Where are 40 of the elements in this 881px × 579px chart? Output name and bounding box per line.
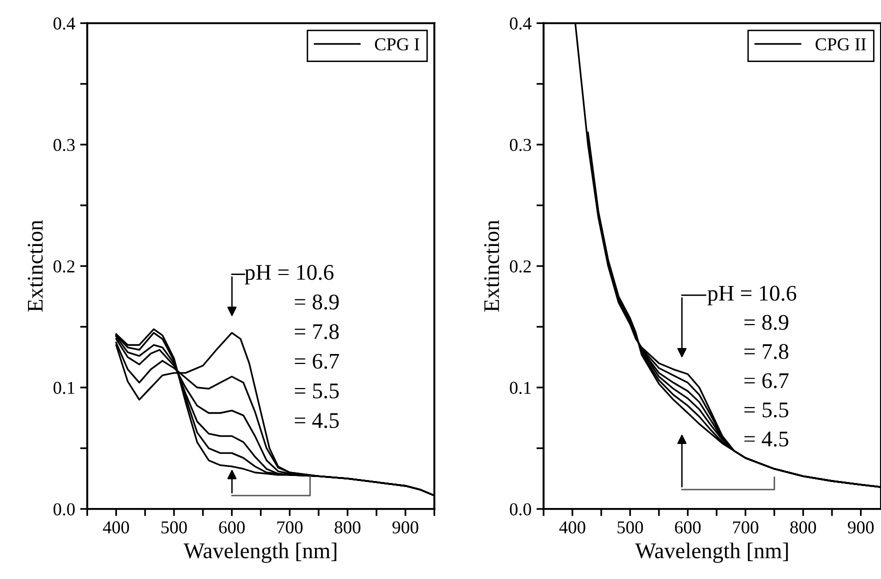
- x-tick-label: 700: [733, 521, 758, 534]
- y-tick-label: 0.3: [54, 138, 75, 152]
- x-axis-title: Wavelength [nm]: [635, 542, 788, 563]
- x-tick-label: 400: [559, 521, 586, 534]
- y-tick-label: 0.0: [54, 503, 75, 516]
- annotation: = 4.5: [294, 413, 339, 428]
- x-tick-label: 400: [102, 521, 129, 534]
- y-tick-label: 0.2: [510, 260, 531, 273]
- annotation: = 4.5: [744, 432, 788, 447]
- y-tick-label: 0.1: [510, 382, 531, 394]
- x-axis-title: Wavelength [nm]: [184, 542, 336, 563]
- annotation: = 5.5: [294, 384, 339, 398]
- x-tick-label: 800: [334, 521, 360, 534]
- y-tick-label: 0.2: [54, 260, 74, 273]
- x-tick-label: 500: [618, 521, 643, 534]
- annotation: = 8.9: [294, 294, 339, 310]
- y-tick-label: 0.4: [54, 17, 76, 30]
- annotation: pH = 10.6: [244, 264, 334, 284]
- x-tick-label: 700: [277, 521, 303, 534]
- annotation: = 6.7: [294, 354, 339, 369]
- annotation: = 6.7: [744, 373, 789, 388]
- x-tick-label: 500: [162, 521, 187, 534]
- annotation: = 7.8: [294, 324, 339, 340]
- y-tick-label: 0.1: [54, 382, 74, 394]
- annotation: = 5.5: [744, 402, 788, 418]
- y-tick-label: 0.0: [510, 503, 532, 516]
- y-tick-label: 0.3: [510, 138, 532, 152]
- x-tick-label: 900: [848, 521, 874, 534]
- y-axis-title: Extinction: [28, 220, 43, 312]
- annotation: pH = 10.6: [708, 286, 796, 306]
- x-tick-label: 900: [392, 521, 418, 534]
- x-tick-label: 800: [790, 521, 816, 534]
- annotation: = 7.8: [744, 344, 788, 360]
- legend-label: CPG II: [816, 38, 866, 50]
- legend-label: CPG I: [374, 38, 420, 50]
- x-tick-label: 600: [219, 521, 245, 534]
- y-tick-label: 0.4: [510, 17, 532, 30]
- y-axis-title: Extinction: [484, 220, 500, 312]
- annotation: = 8.9: [744, 314, 788, 330]
- x-tick-label: 600: [675, 521, 701, 534]
